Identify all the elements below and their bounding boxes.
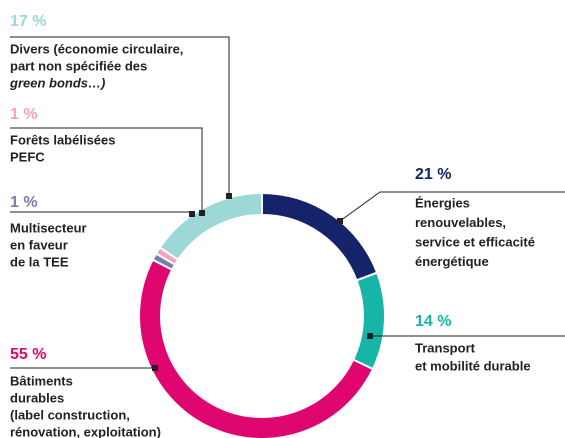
leader-dot xyxy=(152,365,158,371)
category-label: (label construction, xyxy=(10,407,130,422)
category-label: de la TEE xyxy=(10,254,69,269)
leader-dot xyxy=(226,193,232,199)
value-label: 1 % xyxy=(10,194,38,211)
category-label: service et efficacité xyxy=(415,234,535,249)
value-label: 21 % xyxy=(415,166,451,183)
leader-dot xyxy=(337,218,343,224)
category-label: PEFC xyxy=(10,149,45,164)
category-label: part non spécifiée des xyxy=(10,58,147,73)
category-label: en faveur xyxy=(10,237,68,252)
leader-dot xyxy=(367,333,373,339)
value-label: 55 % xyxy=(10,346,46,363)
category-label: Énergies xyxy=(415,195,470,210)
donut-slice xyxy=(158,191,263,262)
category-label: Forêts labélisées xyxy=(10,132,116,147)
category-label: durables xyxy=(10,390,64,405)
value-label: 17 % xyxy=(10,13,46,30)
category-label: et mobilité durable xyxy=(415,358,531,373)
leader-line xyxy=(339,191,565,222)
leader-line xyxy=(10,127,203,213)
leader-line xyxy=(10,36,230,196)
leader-line xyxy=(10,211,193,214)
category-label: Divers (économie circulaire, xyxy=(10,41,183,56)
category-label: Transport xyxy=(415,340,476,355)
leader-dot xyxy=(199,210,205,216)
value-label: 1 % xyxy=(10,106,38,123)
donut-slice xyxy=(351,271,386,371)
category-label: green bonds…) xyxy=(9,75,105,90)
category-label: rénovation, exploitation) xyxy=(10,424,161,438)
category-label: Bâtiments xyxy=(10,373,73,388)
value-label: 14 % xyxy=(415,313,451,330)
donut-slice xyxy=(138,258,375,438)
category-label: énergétique xyxy=(415,254,489,269)
leader-dot xyxy=(189,211,195,217)
category-label: renouvelables, xyxy=(415,215,506,230)
category-label: Multisecteur xyxy=(10,220,87,235)
